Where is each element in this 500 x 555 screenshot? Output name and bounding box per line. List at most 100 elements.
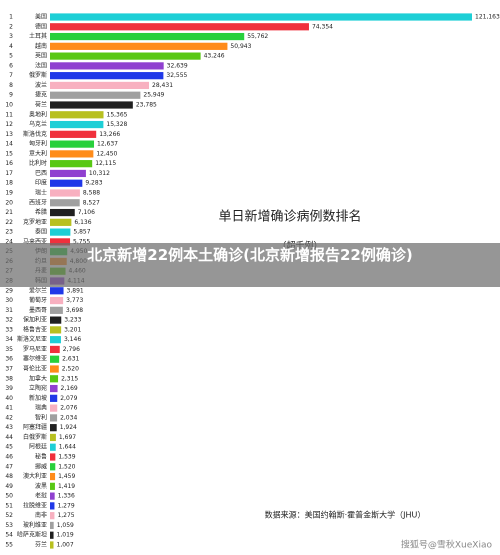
bar: [50, 512, 55, 520]
value-label: 3,891: [67, 287, 84, 294]
bar: [50, 150, 94, 158]
category-label: 越南: [35, 42, 47, 50]
value-label: 2,520: [62, 366, 79, 373]
category-label: 秘鲁: [35, 453, 47, 461]
bar: [50, 160, 93, 168]
category-label: 爱尔兰: [29, 286, 47, 294]
bar: [50, 23, 309, 31]
overlay-text: 北京新增22例本土确诊(北京新增报告22例确诊): [87, 246, 413, 264]
rank-label: 43: [5, 424, 13, 431]
rank-label: 51: [5, 502, 13, 509]
value-label: 1,019: [57, 532, 74, 539]
rank-label: 30: [5, 297, 13, 304]
overlay-box: 北京新增22例本土确诊(北京新增报告22例确诊): [87, 246, 413, 264]
bar: [50, 179, 83, 187]
value-label: 1,520: [58, 463, 75, 470]
rank-label: 31: [5, 307, 13, 314]
bar: [50, 111, 104, 119]
bar: [50, 345, 60, 354]
category-label: 保加利亚: [23, 316, 47, 324]
value-label: 25,949: [143, 92, 164, 99]
bar: [50, 91, 141, 99]
value-label: 13,266: [99, 131, 120, 138]
value-label: 3,773: [66, 297, 83, 304]
value-label: 1,924: [60, 424, 77, 431]
rank-label: 44: [5, 434, 13, 441]
bar: [50, 336, 61, 344]
category-label: 阿根廷: [29, 443, 47, 451]
bar: [50, 365, 59, 373]
bar: [50, 472, 56, 481]
category-label: 芬兰: [35, 541, 47, 549]
rank-label: 38: [5, 375, 13, 382]
category-label: 波兰: [35, 81, 47, 89]
category-label: 老挝: [35, 492, 47, 500]
value-label: 2,315: [61, 375, 78, 382]
rank-label: 13: [5, 131, 13, 138]
value-label: 15,365: [107, 111, 128, 118]
category-label: 哥伦比亚: [23, 365, 47, 373]
bar: [50, 189, 80, 197]
rank-label: 11: [5, 111, 13, 118]
value-label: 3,201: [64, 326, 81, 333]
value-label: 1,419: [58, 483, 75, 490]
rank-label: 53: [5, 522, 13, 529]
bar: [50, 32, 245, 41]
rank-label: 29: [5, 287, 13, 294]
source: 数据来源：美国约翰斯·霍普金斯大学（JHU）: [265, 510, 426, 520]
bar: [50, 130, 97, 138]
bar: [50, 238, 71, 246]
bar: [50, 433, 56, 442]
value-label: 7,106: [78, 209, 95, 216]
rank-label: 49: [5, 483, 13, 490]
bar: [50, 81, 150, 90]
rank-label: 24: [5, 238, 13, 245]
value-label: 1,697: [59, 434, 76, 441]
bar: [50, 463, 56, 471]
bar: [50, 414, 58, 422]
category-label: 巴西: [35, 170, 47, 177]
rank-label: 17: [5, 170, 13, 177]
rank-label: 34: [5, 336, 13, 343]
value-label: 2,631: [62, 356, 79, 363]
bar: [50, 199, 80, 207]
category-label: 英国: [35, 52, 47, 60]
rank-label: 40: [5, 395, 13, 402]
value-label: 3,233: [64, 317, 81, 324]
value-label: 1,279: [57, 502, 74, 509]
rank-label: 18: [5, 180, 13, 187]
bar: [50, 326, 62, 334]
value-label: 1,275: [57, 512, 74, 519]
rank-label: 55: [5, 542, 13, 549]
bar: [50, 404, 58, 412]
category-label: 澳大利亚: [23, 472, 47, 480]
bar: [50, 52, 201, 60]
value-label: 2,076: [60, 405, 77, 412]
rank-label: 16: [5, 160, 13, 167]
value-label: 9,283: [85, 180, 102, 187]
category-label: 新加坡: [29, 394, 47, 402]
value-label: 2,169: [61, 385, 78, 392]
value-label: 12,637: [97, 141, 118, 148]
rank-label: 22: [5, 219, 13, 226]
value-label: 1,539: [58, 454, 75, 461]
value-label: 3,146: [64, 336, 81, 343]
category-label: 立陶宛: [29, 384, 47, 392]
category-label: 比利时: [29, 159, 47, 167]
category-label: 土耳其: [29, 32, 47, 40]
overlay-band: [0, 243, 500, 287]
rank-label: 52: [5, 512, 13, 519]
category-label: 克罗地亚: [23, 218, 47, 226]
value-label: 6,136: [74, 219, 91, 226]
rank-label: 21: [5, 209, 13, 216]
value-label: 2,034: [60, 414, 77, 421]
value-label: 8,588: [83, 190, 100, 197]
rank-label: 23: [5, 229, 13, 236]
value-label: 74,354: [312, 23, 333, 30]
category-label: 马来西亚: [23, 237, 47, 245]
rank-label: 42: [5, 414, 13, 421]
value-label: 43,246: [204, 53, 225, 60]
rank-label: 46: [5, 454, 13, 461]
category-label: 荷兰: [35, 101, 47, 109]
category-label: 泰国: [35, 228, 47, 236]
